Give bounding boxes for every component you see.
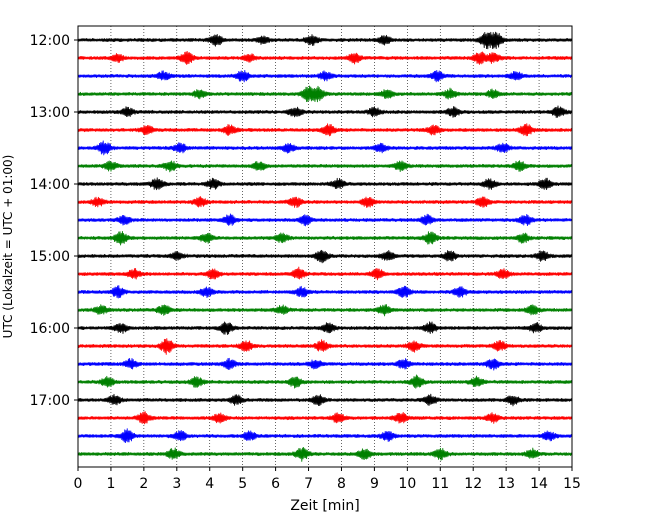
x-tick-label: 7 [304,476,313,492]
trace-line [77,105,573,118]
trace-line [77,160,573,173]
trace-line [77,266,573,281]
x-tick-label: 3 [172,476,181,492]
trace-line [77,123,573,137]
x-tick-label: 8 [337,476,346,492]
x-tick-label: 5 [238,476,247,492]
plot-frame [77,25,573,468]
trace-line [77,374,573,389]
x-tick-label: 6 [271,476,280,492]
seismic-traces [77,31,573,462]
x-tick-label: 11 [431,476,449,492]
trace-line [77,321,573,335]
x-tick-label: 12 [464,476,482,492]
x-tick-label: 0 [74,476,83,492]
y-tick-label: 14:00 [30,177,70,193]
trace-line [77,304,573,317]
trace-line [77,249,573,264]
y-tick-label: 16:00 [30,321,70,337]
trace-line [77,85,573,103]
trace-line [77,428,573,444]
trace-line [77,357,573,371]
y-tick-label: 17:00 [30,393,70,409]
x-tick-label: 13 [497,476,515,492]
trace-line [77,446,573,462]
trace-line [77,140,573,156]
x-tick-label: 2 [139,476,148,492]
x-tick-label: 10 [398,476,416,492]
trace-line [77,196,573,209]
x-tick-label: 4 [205,476,214,492]
trace-line [77,411,573,425]
y-tick-label: 15:00 [30,249,70,265]
trace-line [77,177,573,191]
x-tick-label: 1 [106,476,115,492]
x-tick-label: 14 [530,476,548,492]
x-axis-ticks: 0 1 2 3 4 5 6 7 8 9 10 11 12 13 14 15 [74,467,581,492]
trace-line [77,393,573,407]
x-tick-label: 9 [370,476,379,492]
x-axis-label: Zeit [min] [290,498,359,514]
y-tick-label: 12:00 [30,33,70,49]
trace-line [77,213,573,227]
trace-line [77,285,573,299]
trace-line [77,338,573,355]
trace-line [77,69,573,83]
y-tick-label: 13:00 [30,105,70,121]
y-axis-label: UTC (Lokalzeit = UTC + 01:00) [1,155,15,339]
trace-line [77,50,573,65]
x-tick-label: 15 [563,476,581,492]
trace-line [77,31,573,50]
y-axis-ticks: 12:00 13:00 14:00 15:00 16:00 17:00 [30,33,78,409]
trace-line [77,230,573,246]
